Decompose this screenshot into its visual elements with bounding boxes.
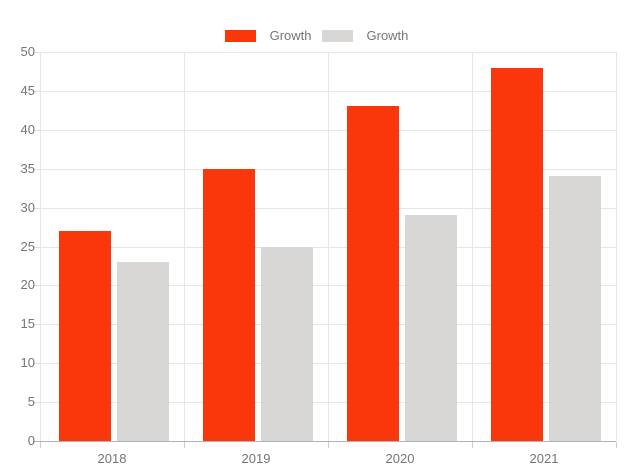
x-axis-label: 2020 — [385, 451, 415, 466]
y-axis-label: 45 — [20, 82, 35, 98]
bar-secondary-2020[interactable] — [405, 215, 457, 441]
x-axis-tick — [472, 442, 473, 448]
bar-primary-2018[interactable] — [59, 230, 111, 441]
legend-swatch-gray — [321, 30, 353, 42]
gridline-x — [328, 52, 329, 441]
y-axis-tick — [33, 402, 40, 404]
x-axis-tick — [328, 442, 329, 448]
y-axis-tick — [33, 168, 40, 170]
gridline-x — [184, 52, 185, 441]
y-axis-label: 30 — [20, 199, 35, 215]
y-axis-label: 15 — [20, 316, 35, 332]
bar-secondary-2021[interactable] — [549, 176, 601, 441]
y-axis-tick — [33, 285, 40, 287]
x-axis-label: 2018 — [97, 451, 127, 466]
x-axis-line — [33, 441, 616, 442]
x-axis-tick — [184, 442, 185, 448]
bar-secondary-2019[interactable] — [261, 246, 313, 441]
y-axis-tick — [33, 363, 40, 365]
gridline-x — [40, 52, 41, 441]
legend-item-growth-secondary[interactable]: Growth — [321, 28, 409, 43]
x-axis-label: 2019 — [241, 451, 271, 466]
bar-primary-2019[interactable] — [203, 168, 255, 441]
bar-primary-2021[interactable] — [491, 67, 543, 441]
y-axis-tick — [33, 324, 40, 326]
y-axis-label: 40 — [20, 121, 35, 137]
y-axis-tick — [33, 207, 40, 209]
x-axis-tick — [40, 442, 41, 448]
y-axis-tick — [33, 52, 40, 53]
bar-primary-2020[interactable] — [347, 106, 399, 441]
legend-item-growth-primary[interactable]: Growth — [224, 28, 312, 43]
legend-swatch-red — [224, 30, 256, 42]
y-axis-label: 0 — [27, 433, 35, 448]
legend-label-growth-primary: Growth — [269, 28, 312, 43]
y-axis-label: 50 — [20, 44, 35, 59]
y-axis-label: 20 — [20, 277, 35, 293]
bar-secondary-2018[interactable] — [117, 262, 169, 441]
legend-label-growth-secondary: Growth — [366, 28, 409, 43]
y-axis-label: 25 — [20, 238, 35, 254]
x-axis-tick — [616, 442, 617, 448]
y-axis-label: 35 — [20, 160, 35, 176]
y-axis-label: 5 — [27, 394, 35, 410]
y-axis-tick — [33, 90, 40, 92]
y-axis-label: 10 — [20, 355, 35, 371]
gridline-x — [616, 52, 617, 441]
y-axis-tick — [33, 246, 40, 248]
y-axis-tick — [33, 129, 40, 131]
gridline-x — [472, 52, 473, 441]
x-axis-label: 2021 — [529, 451, 559, 466]
legend: Growth Growth — [0, 29, 633, 43]
